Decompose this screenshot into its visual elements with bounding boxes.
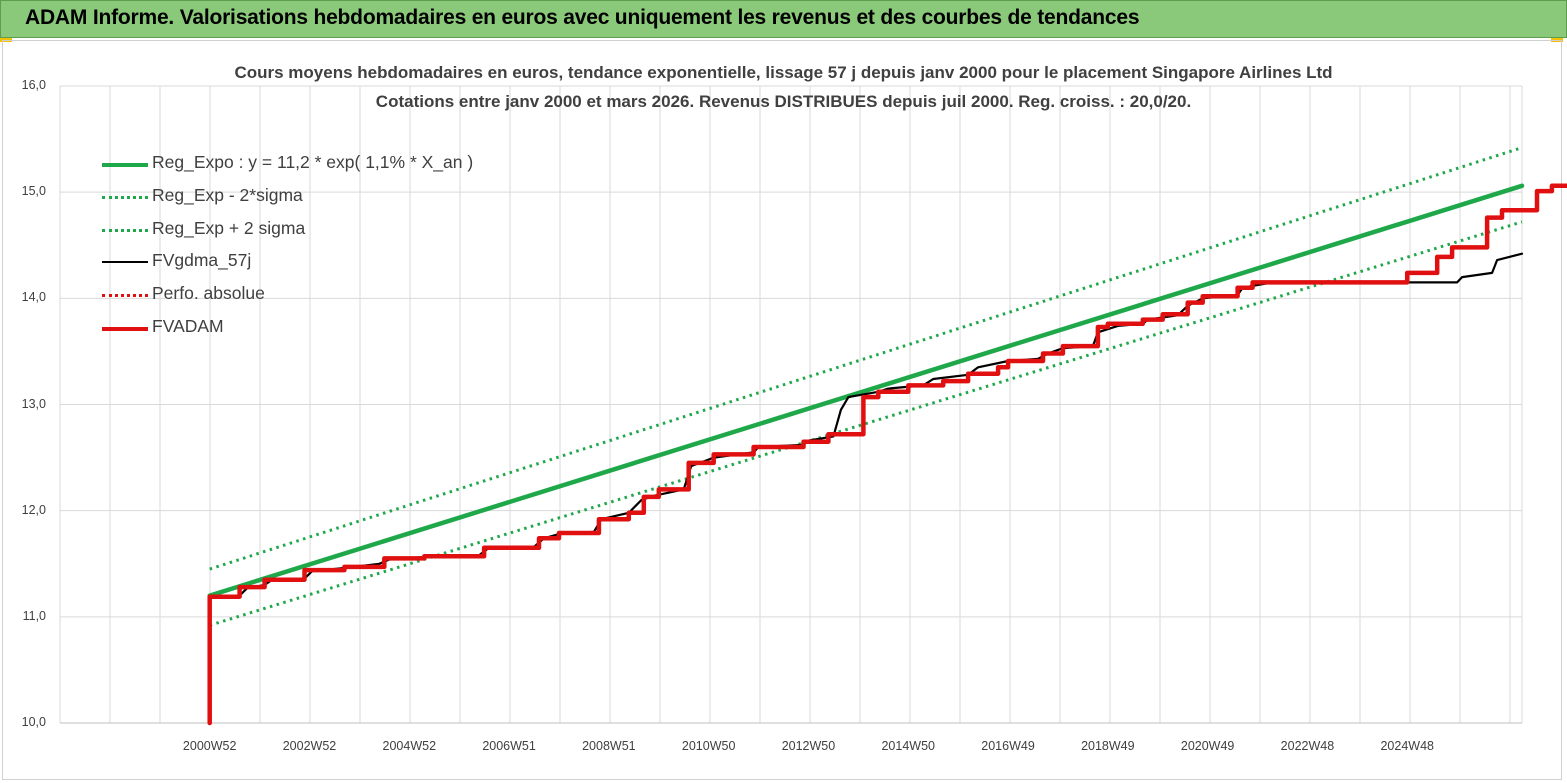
legend-label: FVgdma_57j: [152, 250, 252, 271]
series-line-3: [208, 252, 1524, 598]
y-tick-label: 12,0: [21, 502, 46, 517]
legend-label: Reg_Exp + 2 sigma: [152, 217, 306, 238]
x-tick-label: 2020W49: [1180, 739, 1235, 753]
x-tick-label: 2002W52: [282, 739, 337, 753]
legend-swatch: [102, 228, 148, 232]
series-line-2: [209, 146, 1523, 571]
y-tick-label: 10,0: [21, 715, 46, 729]
x-tick-label: 2012W50: [781, 739, 836, 753]
legend-swatch: [102, 163, 148, 167]
y-tick-label: 15,0: [21, 184, 46, 199]
legend-swatch: [102, 326, 148, 331]
x-tick-label: 2024W48: [1380, 739, 1434, 753]
x-tick-label: 2018W49: [1081, 739, 1135, 753]
x-tick-label: 2016W49: [981, 739, 1035, 753]
legend-swatch: [102, 294, 148, 298]
x-tick-label: 2022W48: [1280, 739, 1335, 753]
x-tick-label: 2004W52: [382, 739, 437, 753]
report-title: ADAM Informe. Valorisations hebdomadaire…: [25, 6, 1140, 29]
y-tick-label: 14,0: [21, 290, 46, 305]
y-tick-label: 16,0: [21, 78, 46, 92]
chart-title: Cours moyens hebdomadaires en euros, ten…: [234, 63, 1333, 82]
x-tick-label: 2000W52: [182, 739, 237, 753]
legend-swatch: [102, 195, 148, 199]
series-line-5: [207, 183, 1567, 726]
chart-subtitle: Cotations entre janv 2000 et mars 2026. …: [375, 92, 1192, 111]
series-line-0: [207, 183, 1525, 598]
legend-label: Reg_Exp - 2*sigma: [152, 184, 303, 205]
y-tick-label: 11,0: [22, 608, 46, 623]
report-header: ADAM Informe. Valorisations hebdomadaire…: [0, 0, 1567, 38]
y-tick-label: 13,0: [21, 396, 46, 411]
series-line-1: [209, 220, 1523, 627]
legend-label: FVADAM: [152, 315, 224, 336]
chart-frame: [2, 40, 1562, 780]
x-tick-label: 2014W50: [881, 739, 935, 753]
x-tick-label: 2006W51: [482, 739, 536, 753]
legend-label: Perfo. absolue: [152, 283, 265, 304]
x-tick-label: 2010W50: [681, 739, 736, 753]
x-tick-label: 2008W51: [582, 739, 636, 753]
legend-label: Reg_Expo : y = 11,2 * exp( 1,1% * X_an ): [152, 152, 474, 172]
legend-swatch: [102, 261, 148, 264]
